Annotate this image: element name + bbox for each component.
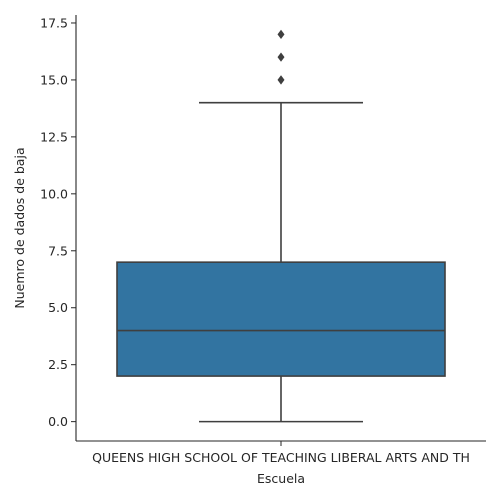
plot-area [116, 29, 446, 423]
interquartile-box [116, 261, 446, 377]
x-tick-label: QUEENS HIGH SCHOOL OF TEACHING LIBERAL A… [92, 450, 470, 465]
y-tick-label: 0.0 [48, 414, 68, 429]
x-axis-title: Escuela [257, 471, 305, 486]
outlier-point [277, 52, 285, 62]
y-tick-label: 5.0 [48, 300, 68, 315]
y-tick-label: 7.5 [48, 243, 68, 258]
y-axis-title: Nuemro de dados de baja [12, 147, 27, 308]
y-tick-label: 12.5 [40, 129, 68, 144]
y-tick-label: 17.5 [40, 15, 68, 30]
y-tick-label: 15.0 [40, 72, 68, 87]
outlier-point [277, 75, 285, 85]
outlier-point [277, 29, 285, 40]
axes: QUEENS HIGH SCHOOL OF TEACHING LIBERAL A… [40, 15, 486, 465]
y-tick-label: 2.5 [48, 357, 68, 372]
y-tick-label: 10.0 [40, 186, 68, 201]
